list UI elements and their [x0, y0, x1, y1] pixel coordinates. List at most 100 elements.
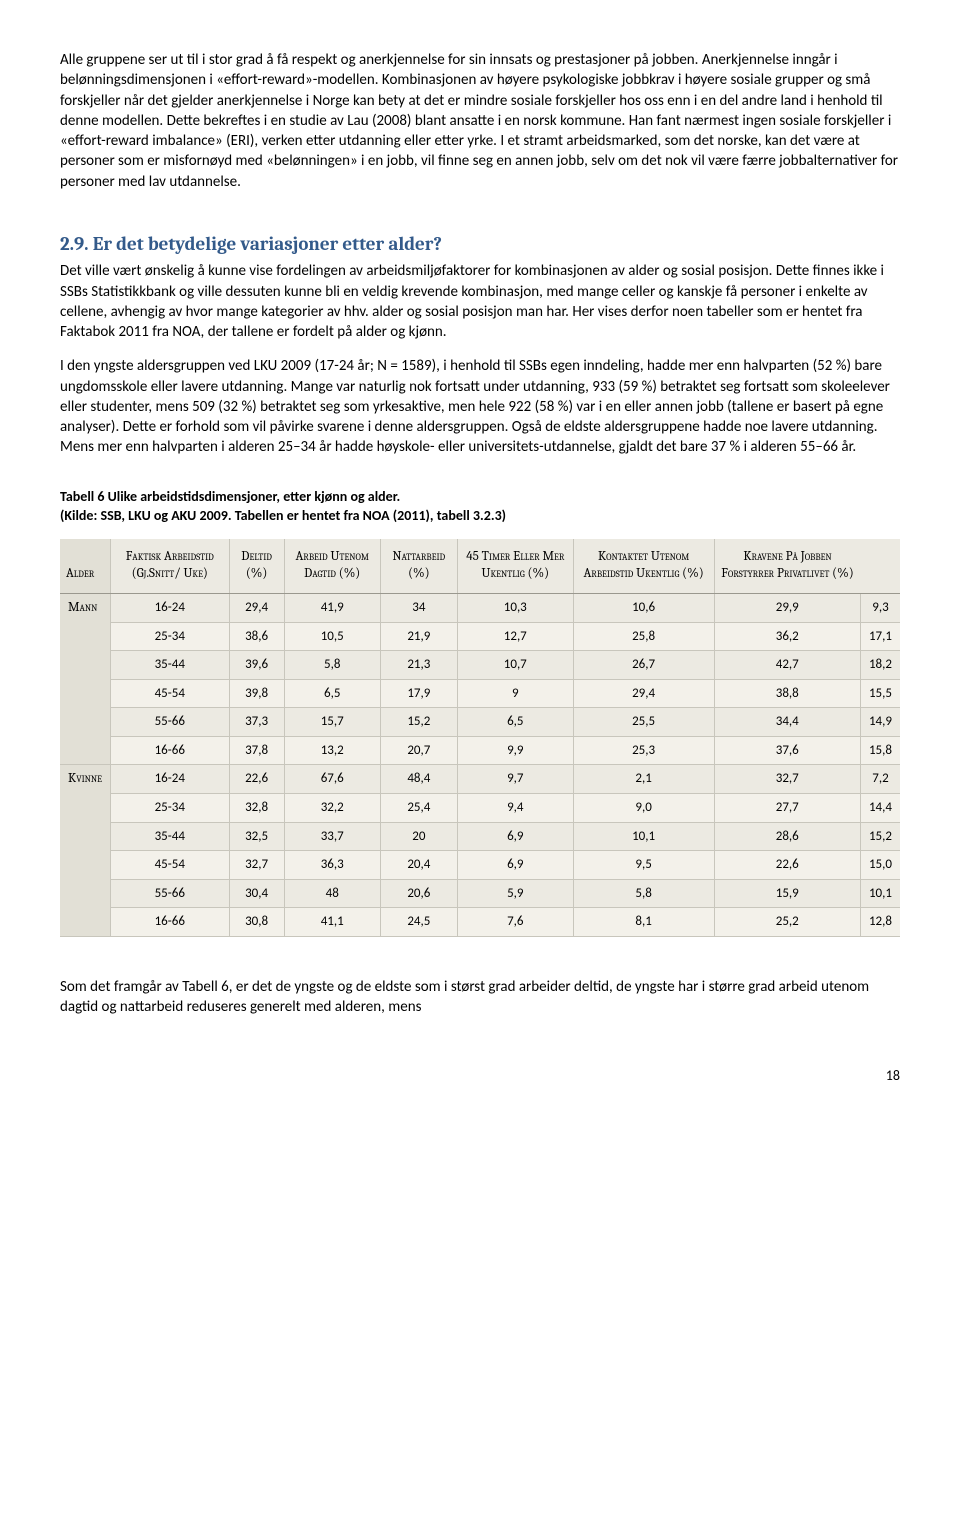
table-cell: 15,5	[860, 679, 900, 708]
table-cell: 30,8	[229, 908, 284, 937]
table-cell: 29,9	[714, 594, 860, 623]
table-row: 45-5439,86,517,9929,438,815,5	[60, 679, 900, 708]
table-cell: 20	[380, 822, 457, 851]
table-cell: 39,6	[229, 651, 284, 680]
table-cell: 32,8	[229, 794, 284, 823]
body-paragraph-1: Alle gruppene ser ut til i stor grad å f…	[60, 50, 900, 192]
section-heading-29: 2.9. Er det betydelige variasjoner etter…	[60, 232, 900, 258]
table-cell: 9,5	[573, 851, 714, 880]
table-cell: 55-66	[111, 708, 230, 737]
table-row: 16-6637,813,220,79,925,337,615,8	[60, 736, 900, 765]
table-cell: 8,1	[573, 908, 714, 937]
table-cell: 14,9	[860, 708, 900, 737]
table-cell: 25-34	[111, 794, 230, 823]
table-cell: 25,2	[714, 908, 860, 937]
table-cell: 15,2	[380, 708, 457, 737]
table-cell: 29,4	[573, 679, 714, 708]
table-cell: 32,7	[229, 851, 284, 880]
table-cell: 22,6	[229, 765, 284, 794]
col-natt: Nattarbeid (%)	[380, 539, 457, 593]
table-cell: 10,3	[457, 594, 573, 623]
table-row: 25-3438,610,521,912,725,836,217,1	[60, 622, 900, 651]
table-row: 35-4439,65,821,310,726,742,718,2	[60, 651, 900, 680]
table-cell: 38,8	[714, 679, 860, 708]
table-cell: 10,5	[284, 622, 380, 651]
table-cell: 24,5	[380, 908, 457, 937]
table-cell: 37,3	[229, 708, 284, 737]
page-number: 18	[60, 1067, 900, 1086]
table-cell: 48	[284, 879, 380, 908]
table-cell: 6,5	[284, 679, 380, 708]
table-cell: 18,2	[860, 651, 900, 680]
table-cell: 48,4	[380, 765, 457, 794]
table-cell: 9,4	[457, 794, 573, 823]
table-cell: 34,4	[714, 708, 860, 737]
table-cell: 45-54	[111, 679, 230, 708]
table-cell: 30,4	[229, 879, 284, 908]
table-cell: 10,1	[573, 822, 714, 851]
table-cell: 42,7	[714, 651, 860, 680]
table-row: 55-6630,44820,65,95,815,910,1	[60, 879, 900, 908]
gender-cell: Mann	[60, 594, 111, 765]
col-45t: 45 Timer Eller Mer Ukentlig (%)	[457, 539, 573, 593]
table-cell: 16-24	[111, 765, 230, 794]
table-row: Kvinne16-2422,667,648,49,72,132,77,2	[60, 765, 900, 794]
col-deltid: Deltid (%)	[229, 539, 284, 593]
table-row: 35-4432,533,7206,910,128,615,2	[60, 822, 900, 851]
table-cell: 15,9	[714, 879, 860, 908]
table-cell: 20,6	[380, 879, 457, 908]
table-cell: 7,6	[457, 908, 573, 937]
table-cell: 20,4	[380, 851, 457, 880]
table-caption: Tabell 6 Ulike arbeidstidsdimensjoner, e…	[60, 488, 900, 507]
table-cell: 10,6	[573, 594, 714, 623]
table-cell: 10,1	[860, 879, 900, 908]
table-cell: 20,7	[380, 736, 457, 765]
table-cell: 35-44	[111, 822, 230, 851]
table-cell: 9	[457, 679, 573, 708]
table-cell: 36,3	[284, 851, 380, 880]
table-cell: 36,2	[714, 622, 860, 651]
table-cell: 25,5	[573, 708, 714, 737]
table-cell: 22,6	[714, 851, 860, 880]
table-source: (Kilde: SSB, LKU og AKU 2009. Tabellen e…	[60, 507, 900, 526]
table-header-row: Alder Faktisk Arbeidstid (Gj.Snitt/ Uke)…	[60, 539, 900, 593]
table-cell: 37,6	[714, 736, 860, 765]
table-cell: 21,3	[380, 651, 457, 680]
table-cell: 15,7	[284, 708, 380, 737]
table-cell: 25-34	[111, 622, 230, 651]
table-cell: 25,4	[380, 794, 457, 823]
table-cell: 6,5	[457, 708, 573, 737]
table-cell: 9,3	[860, 594, 900, 623]
table-row: 55-6637,315,715,26,525,534,414,9	[60, 708, 900, 737]
body-paragraph-3: I den yngste aldersgruppen ved LKU 2009 …	[60, 356, 900, 457]
col-kontaktet: Kontaktet Utenom Arbeidstid Ukentlig (%)	[573, 539, 714, 593]
table-row: Mann16-2429,441,93410,310,629,99,3	[60, 594, 900, 623]
table-cell: 10,7	[457, 651, 573, 680]
body-paragraph-2: Det ville vært ønskelig å kunne vise for…	[60, 261, 900, 342]
table-cell: 6,9	[457, 822, 573, 851]
table-cell: 13,2	[284, 736, 380, 765]
table-cell: 38,6	[229, 622, 284, 651]
table-cell: 21,9	[380, 622, 457, 651]
col-faktisk: Faktisk Arbeidstid (Gj.Snitt/ Uke)	[111, 539, 230, 593]
table-cell: 12,7	[457, 622, 573, 651]
table-cell: 5,8	[284, 651, 380, 680]
table-cell: 2,1	[573, 765, 714, 794]
table-row: 25-3432,832,225,49,49,027,714,4	[60, 794, 900, 823]
table-cell: 9,0	[573, 794, 714, 823]
table-cell: 32,5	[229, 822, 284, 851]
table-cell: 29,4	[229, 594, 284, 623]
table-cell: 27,7	[714, 794, 860, 823]
table-cell: 7,2	[860, 765, 900, 794]
table-cell: 35-44	[111, 651, 230, 680]
col-kravene: Kravene På Jobben Forstyrrer Privatlivet…	[714, 539, 860, 593]
table-cell: 67,6	[284, 765, 380, 794]
col-alder: Alder	[60, 539, 111, 593]
table-cell: 6,9	[457, 851, 573, 880]
table-cell: 14,4	[860, 794, 900, 823]
table-cell: 25,8	[573, 622, 714, 651]
table-row: 16-6630,841,124,57,68,125,212,8	[60, 908, 900, 937]
table-cell: 16-24	[111, 594, 230, 623]
table-cell: 16-66	[111, 736, 230, 765]
table-cell: 34	[380, 594, 457, 623]
